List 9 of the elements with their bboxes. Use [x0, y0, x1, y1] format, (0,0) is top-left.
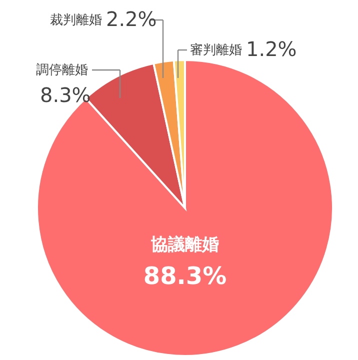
slice-label: 調停離婚 [36, 63, 88, 78]
data-label: 88.3% [143, 262, 227, 290]
data-label: 1.2% [246, 37, 297, 61]
pie-slice [36, 59, 334, 357]
data-label: 2.2% [106, 7, 157, 31]
slice-label: 裁判離婚 [50, 13, 102, 28]
slice-label: 協議離婚 [150, 235, 219, 255]
slice-label: 審判離婚 [190, 42, 242, 58]
data-label: 8.3% [40, 83, 91, 107]
